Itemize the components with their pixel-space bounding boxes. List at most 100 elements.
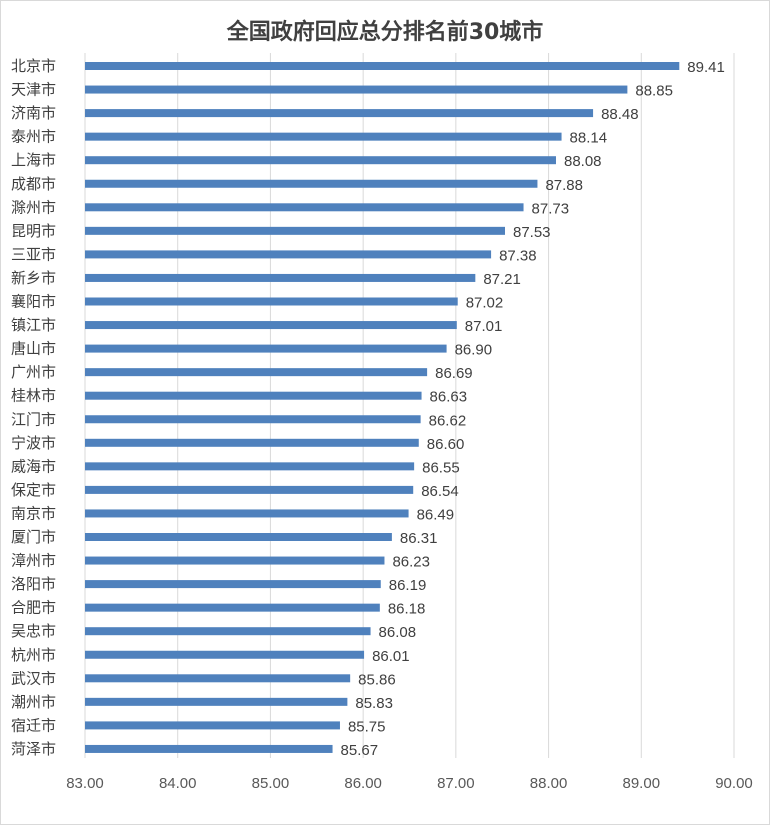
category-label: 桂林市 — [11, 387, 56, 405]
bar — [85, 391, 422, 400]
data-label: 86.63 — [430, 389, 468, 406]
data-label: 85.75 — [348, 718, 386, 735]
data-label: 85.83 — [355, 695, 393, 712]
category-label: 江门市 — [11, 410, 56, 428]
category-label: 滁州市 — [11, 198, 56, 216]
bar — [85, 744, 333, 753]
category-label: 南京市 — [11, 504, 56, 522]
category-label: 菏泽市 — [11, 740, 56, 758]
data-label: 86.90 — [455, 342, 493, 359]
category-label: 昆明市 — [11, 222, 56, 240]
gridlines — [84, 53, 735, 758]
bar — [85, 627, 371, 636]
category-label: 上海市 — [11, 151, 56, 169]
data-label: 87.38 — [499, 247, 537, 264]
data-label: 86.31 — [400, 530, 438, 547]
data-label: 88.85 — [635, 83, 673, 100]
category-label: 唐山市 — [11, 340, 56, 358]
x-axis-tick-labels: 83.00 84.00 85.00 86.00 87.00 88.00 89.00 90.00 — [66, 775, 753, 792]
data-label: 87.73 — [532, 200, 570, 217]
bars — [85, 62, 680, 753]
bar — [85, 62, 680, 70]
bar — [85, 85, 628, 94]
data-label: 87.02 — [466, 295, 504, 312]
category-label: 吴忠市 — [11, 622, 56, 640]
bar — [85, 721, 340, 730]
category-label: 武汉市 — [11, 669, 56, 687]
bar — [85, 368, 428, 377]
category-label: 新乡市 — [11, 269, 56, 287]
data-label: 86.54 — [421, 483, 459, 500]
data-label: 85.67 — [341, 742, 379, 759]
data-label: 86.01 — [372, 648, 410, 665]
x-tick-label: 85.00 — [252, 775, 290, 792]
data-label: 86.23 — [392, 554, 430, 571]
bar — [85, 462, 415, 471]
data-label: 88.14 — [570, 130, 608, 147]
data-label: 86.19 — [389, 577, 427, 594]
x-tick-label: 83.00 — [66, 775, 104, 792]
category-label: 广州市 — [11, 363, 56, 381]
x-tick-label: 86.00 — [344, 775, 382, 792]
category-label: 潮州市 — [11, 693, 56, 711]
bar — [85, 273, 476, 282]
category-labels: 北京市天津市济南市泰州市上海市成都市滁州市昆明市三亚市新乡市襄阳市镇江市唐山市广… — [11, 57, 56, 758]
bar — [85, 485, 414, 494]
category-label: 成都市 — [11, 175, 56, 193]
bar — [85, 438, 419, 447]
data-label: 86.62 — [429, 412, 467, 429]
x-tick-label: 90.00 — [715, 775, 753, 792]
data-label: 89.41 — [687, 59, 725, 76]
data-label: 86.49 — [417, 506, 455, 523]
category-label: 洛阳市 — [11, 575, 56, 593]
bar — [85, 203, 524, 212]
data-label: 88.08 — [564, 153, 602, 170]
category-label: 威海市 — [11, 457, 56, 475]
category-label: 保定市 — [11, 481, 56, 499]
category-label: 三亚市 — [11, 245, 56, 263]
data-label: 87.21 — [483, 271, 521, 288]
data-label: 87.53 — [513, 224, 551, 241]
bar — [85, 509, 409, 518]
category-label: 宿迁市 — [11, 716, 56, 734]
bar — [85, 650, 365, 659]
bar — [85, 533, 392, 541]
category-label: 泰州市 — [11, 128, 56, 146]
data-label: 85.86 — [358, 671, 396, 688]
bar — [85, 556, 385, 565]
x-tick-label: 84.00 — [159, 775, 197, 792]
category-label: 合肥市 — [11, 599, 56, 617]
bar — [85, 179, 538, 188]
category-label: 宁波市 — [11, 434, 56, 452]
data-label: 87.88 — [545, 177, 583, 194]
category-label: 漳州市 — [11, 552, 56, 570]
data-label: 86.55 — [422, 459, 460, 476]
bar — [85, 132, 562, 141]
data-label: 86.18 — [388, 601, 426, 618]
bar — [85, 674, 351, 683]
bar — [85, 297, 458, 306]
chart-title: 全国政府回应总分排名前30城市 — [226, 19, 544, 45]
bar — [85, 603, 380, 612]
category-label: 北京市 — [11, 57, 56, 75]
category-label: 杭州市 — [11, 646, 56, 664]
category-label: 襄阳市 — [11, 293, 56, 311]
bar — [85, 697, 348, 706]
bar — [85, 580, 381, 589]
bar — [85, 250, 492, 259]
category-label: 济南市 — [11, 104, 56, 122]
data-label: 86.69 — [435, 365, 473, 382]
bar — [85, 415, 421, 424]
x-tick-label: 89.00 — [623, 775, 661, 792]
bar — [85, 156, 556, 165]
bar — [85, 226, 505, 235]
data-label: 86.60 — [427, 436, 465, 453]
bar — [85, 109, 594, 118]
category-label: 天津市 — [11, 81, 56, 99]
data-label: 88.48 — [601, 106, 639, 123]
data-label: 87.01 — [465, 318, 503, 335]
data-label: 86.08 — [379, 624, 417, 641]
category-label: 镇江市 — [11, 316, 56, 334]
